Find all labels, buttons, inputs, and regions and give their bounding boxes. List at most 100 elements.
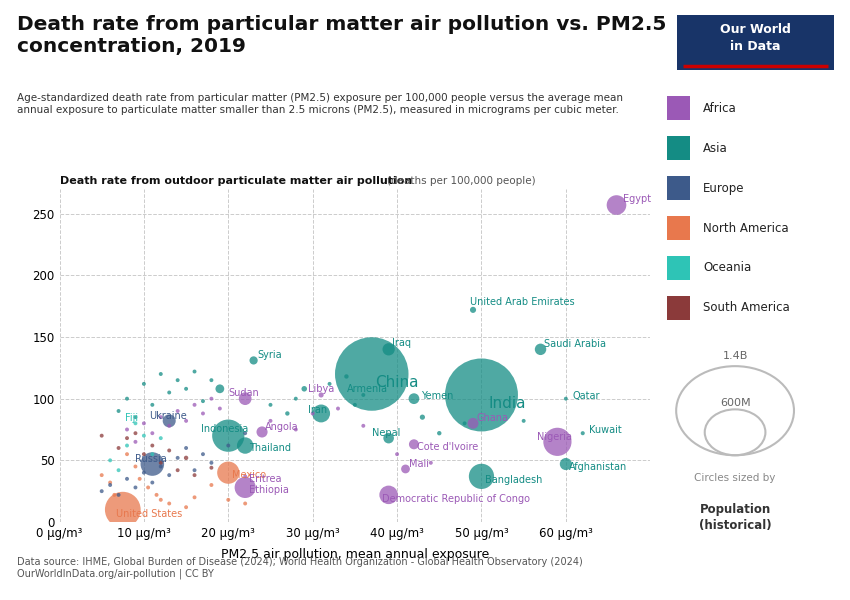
Point [255, 427, 269, 437]
Text: Circles sized by: Circles sized by [694, 473, 776, 483]
Point [188, 470, 201, 480]
Text: Afghanistan: Afghanistan [570, 461, 627, 472]
FancyBboxPatch shape [667, 97, 690, 121]
Text: Europe: Europe [703, 182, 745, 195]
Text: Mexico: Mexico [232, 470, 266, 480]
Point [424, 458, 438, 467]
Point [332, 404, 345, 413]
Text: Democratic Republic of Congo: Democratic Republic of Congo [382, 494, 530, 503]
Point [150, 490, 163, 500]
Point [205, 458, 218, 467]
Text: Egypt: Egypt [623, 194, 651, 204]
Point [162, 388, 176, 397]
Point [205, 480, 218, 490]
Point [264, 416, 277, 425]
Point [137, 431, 150, 440]
Point [116, 505, 129, 514]
Point [382, 433, 395, 443]
Point [314, 390, 328, 400]
Point [196, 409, 210, 418]
Text: Our World
in Data: Our World in Data [720, 23, 790, 53]
FancyBboxPatch shape [667, 296, 690, 319]
Text: Ethiopia: Ethiopia [248, 485, 288, 495]
Text: Syria: Syria [257, 350, 281, 360]
Point [559, 459, 573, 469]
Point [289, 425, 303, 434]
Point [154, 495, 167, 505]
Point [171, 466, 184, 475]
Text: Libya: Libya [308, 383, 334, 394]
Point [120, 449, 133, 459]
Point [416, 412, 429, 422]
Text: Mali: Mali [409, 459, 429, 469]
Point [111, 443, 126, 453]
Text: Asia: Asia [703, 142, 728, 155]
Text: Russia: Russia [135, 454, 167, 464]
Point [154, 458, 167, 467]
FancyBboxPatch shape [667, 136, 690, 160]
Point [111, 466, 126, 475]
Text: Africa: Africa [703, 102, 737, 115]
Text: Nepal: Nepal [371, 428, 400, 438]
Point [534, 344, 547, 354]
Point [306, 409, 320, 418]
Point [154, 412, 167, 422]
Text: Armenia: Armenia [347, 383, 388, 394]
Text: North America: North America [703, 221, 789, 235]
FancyBboxPatch shape [667, 176, 690, 200]
Text: Oceania: Oceania [703, 262, 751, 274]
Point [289, 394, 303, 403]
Point [238, 499, 252, 508]
Point [137, 449, 150, 459]
Point [120, 394, 133, 403]
Point [205, 463, 218, 473]
Point [340, 371, 354, 381]
Point [145, 459, 159, 469]
Point [246, 356, 260, 365]
Point [188, 367, 201, 376]
Point [238, 472, 252, 481]
Text: Death rate from outdoor particulate matter air pollution: Death rate from outdoor particulate matt… [60, 176, 416, 186]
Point [264, 400, 277, 410]
Point [120, 441, 133, 451]
Point [171, 406, 184, 416]
Point [128, 412, 142, 422]
Text: Saudi Arabia: Saudi Arabia [544, 339, 606, 349]
Text: Population
(historical): Population (historical) [699, 503, 772, 532]
Point [238, 428, 252, 438]
Point [407, 394, 421, 403]
Point [171, 453, 184, 463]
Point [120, 474, 133, 484]
Point [466, 419, 479, 428]
Point [559, 394, 573, 403]
Text: Kuwait: Kuwait [590, 425, 622, 435]
Point [162, 446, 176, 455]
Text: Sudan: Sudan [229, 388, 259, 398]
Point [128, 428, 142, 438]
Point [238, 441, 252, 451]
Text: China: China [375, 376, 419, 391]
Point [145, 428, 159, 438]
Point [171, 376, 184, 385]
Point [609, 200, 623, 210]
Point [551, 437, 564, 446]
Point [162, 499, 176, 508]
Text: Ghana: Ghana [476, 413, 508, 423]
Point [517, 416, 530, 425]
Point [154, 369, 167, 379]
Text: Bangladesh: Bangladesh [484, 475, 542, 485]
Text: South America: South America [703, 301, 790, 314]
Point [104, 480, 117, 490]
Point [458, 419, 472, 428]
Point [466, 305, 479, 314]
Point [128, 482, 142, 492]
Point [137, 468, 150, 478]
Point [382, 490, 395, 500]
Point [120, 433, 133, 443]
Text: United Arab Emirates: United Arab Emirates [470, 298, 575, 307]
Point [95, 431, 109, 440]
Point [137, 419, 150, 428]
Point [205, 376, 218, 385]
Point [298, 384, 311, 394]
Point [213, 404, 227, 413]
